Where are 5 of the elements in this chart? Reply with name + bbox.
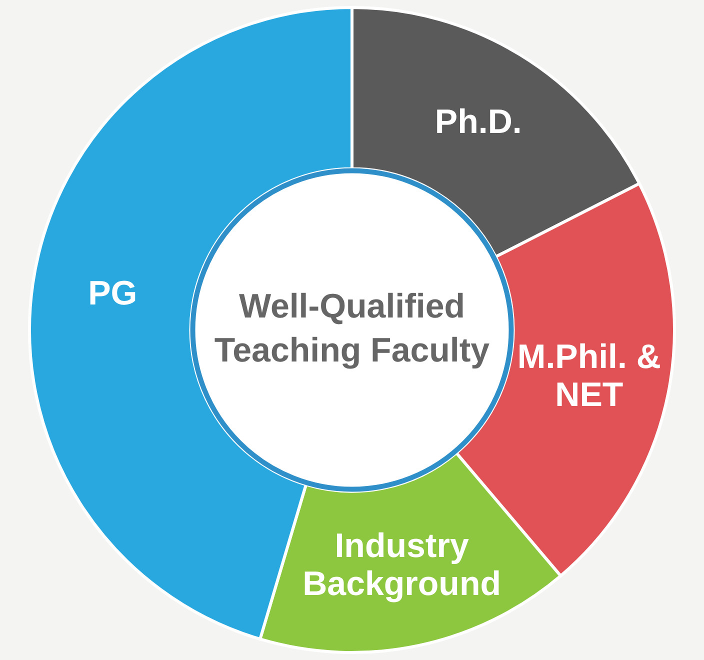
slice-label: PG — [88, 274, 138, 313]
slice-label: M.Phil. & NET — [517, 338, 661, 414]
text: Well-Qualified Teaching Faculty — [214, 287, 490, 370]
slice-label: Industry Background — [302, 527, 501, 604]
slice-label: Ph.D. — [434, 103, 522, 142]
